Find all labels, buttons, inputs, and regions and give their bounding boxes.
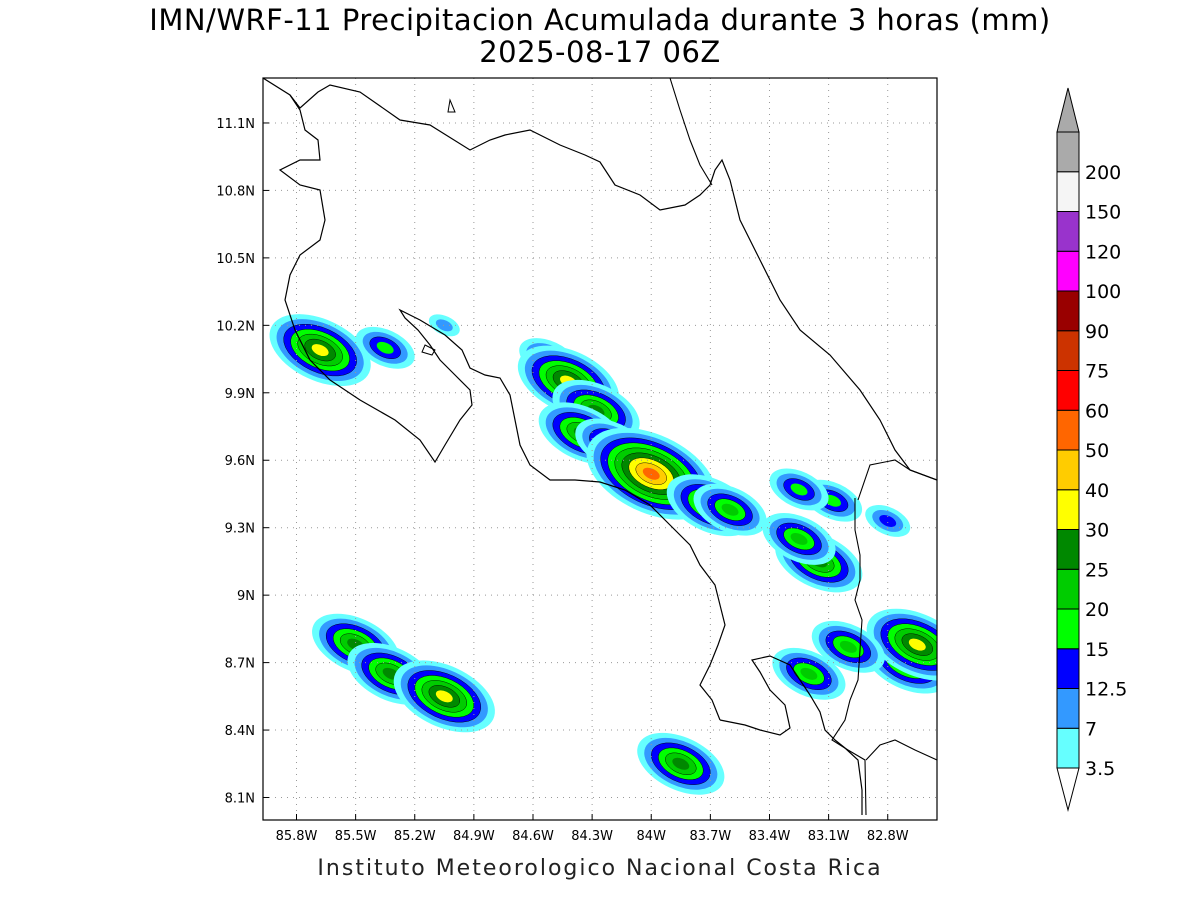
grid-lines	[263, 78, 937, 820]
lat-tick-label: 9N	[237, 589, 255, 604]
colorbar-swatch	[1056, 449, 1080, 491]
precip-contour	[311, 344, 329, 357]
lon-tick-label: 84.3W	[571, 829, 613, 844]
precip-contour	[642, 467, 660, 480]
precip-contour	[672, 757, 690, 770]
precip-cell	[637, 732, 725, 795]
precip-cell	[769, 468, 829, 511]
map-title: IMN/WRF-11 Precipitacion Acumulada duran…	[149, 3, 1051, 37]
colorbar-swatch	[1056, 608, 1080, 650]
lat-tick-label: 9.6N	[225, 454, 255, 469]
precip-cell	[772, 647, 846, 700]
precip-layer	[269, 314, 937, 795]
lat-tick-label: 10.5N	[216, 252, 255, 267]
lon-tick-label: 83.4W	[749, 829, 791, 844]
precip-contour	[908, 638, 926, 651]
precip-cell	[393, 660, 495, 733]
lon-tick-label: 83.7W	[689, 829, 731, 844]
lat-tick-label: 8.4N	[225, 724, 255, 739]
colorbar-label: 150	[1085, 202, 1121, 224]
colorbar-swatch	[1056, 171, 1080, 212]
colorbar-label: 25	[1085, 559, 1109, 581]
lat-tick-label: 11.1N	[216, 117, 255, 132]
colorbar-label: 100	[1085, 281, 1121, 303]
colorbar-label: 12.5	[1085, 679, 1127, 701]
colorbar-label: 15	[1085, 639, 1109, 661]
precip-contour	[435, 319, 453, 332]
colorbar-label: 75	[1085, 361, 1109, 383]
coastline-borders	[263, 78, 937, 816]
precip-contour	[435, 690, 453, 703]
latitude-axis: 11.1N 10.8N 10.5N 10.2N 9.9N 9.6N 9.3N 9N 8.7N 8.…	[216, 117, 269, 807]
colorbar-label: 50	[1085, 440, 1109, 462]
colorbar-upper-arrow	[1056, 87, 1080, 133]
lon-tick-label: 84.9W	[453, 829, 495, 844]
lat-tick-label: 8.1N	[225, 792, 255, 807]
lat-tick-label: 8.7N	[225, 657, 255, 672]
colorbar-swatch	[1056, 131, 1080, 173]
precip-cell	[865, 504, 911, 537]
colorbar-label: 60	[1085, 400, 1109, 422]
lon-tick-label: 85.2W	[394, 829, 436, 844]
colorbar-swatch	[1056, 370, 1080, 411]
colorbar-label: 200	[1085, 162, 1121, 184]
colorbar-swatch	[1056, 568, 1080, 610]
lon-tick-label: 85.8W	[276, 829, 318, 844]
lat-tick-label: 9.3N	[225, 522, 255, 537]
colorbar-swatch	[1056, 648, 1080, 689]
colorbar-label: 90	[1085, 321, 1109, 343]
colorbar-label: 7	[1085, 718, 1097, 740]
precip-contour	[721, 503, 739, 516]
precip-cell	[811, 620, 885, 673]
lon-tick-label: 85.5W	[335, 829, 377, 844]
precip-contour	[790, 532, 808, 545]
precip-cell	[866, 608, 937, 681]
precip-contour	[839, 640, 857, 653]
precip-cell	[693, 483, 767, 536]
precip-contour	[800, 667, 818, 680]
lat-tick-label: 10.2N	[216, 319, 255, 334]
colorbar-swatch	[1056, 211, 1080, 252]
map-date-subtitle: 2025-08-17 06Z	[479, 35, 721, 69]
colorbar-swatch	[1056, 489, 1080, 530]
colorbar: 3.5 7 12.5 15 20 25 30 40 50 60 75 90 100 120 150 200	[1056, 87, 1127, 812]
precip-contour	[879, 514, 897, 527]
colorbar-label: 30	[1085, 520, 1109, 542]
lat-tick-label: 10.8N	[216, 184, 255, 199]
precip-cell	[428, 314, 460, 337]
colorbar-swatch	[1056, 727, 1080, 769]
colorbar-label: 3.5	[1085, 758, 1115, 780]
colorbar-label: 120	[1085, 241, 1121, 263]
colorbar-swatch	[1056, 688, 1080, 729]
colorbar-lower-arrow	[1056, 767, 1080, 812]
lon-tick-label: 84W	[637, 829, 667, 844]
precip-cell	[762, 513, 836, 565]
precip-contour	[376, 341, 394, 354]
lon-tick-label: 84.6W	[512, 829, 554, 844]
precip-contour	[790, 483, 808, 496]
colorbar-swatch	[1056, 250, 1080, 292]
colorbar-swatch	[1056, 409, 1080, 451]
precip-cell	[355, 326, 415, 369]
colorbar-swatch	[1056, 330, 1080, 371]
lon-tick-label: 83.1W	[808, 829, 850, 844]
map-frame	[262, 77, 938, 821]
colorbar-swatch	[1056, 290, 1080, 332]
footer-credit: Instituto Meteorologico Nacional Costa R…	[317, 856, 883, 881]
precip-cell	[269, 314, 371, 386]
colorbar-swatch	[1056, 529, 1080, 570]
colorbar-label: 40	[1085, 480, 1109, 502]
longitude-axis: 85.8W 85.5W 85.2W 84.9W 84.6W 84.3W 84W 83.7W 83…	[276, 814, 909, 844]
colorbar-label: 20	[1085, 599, 1109, 621]
lat-tick-label: 9.9N	[225, 387, 255, 402]
lon-tick-label: 82.8W	[867, 829, 909, 844]
